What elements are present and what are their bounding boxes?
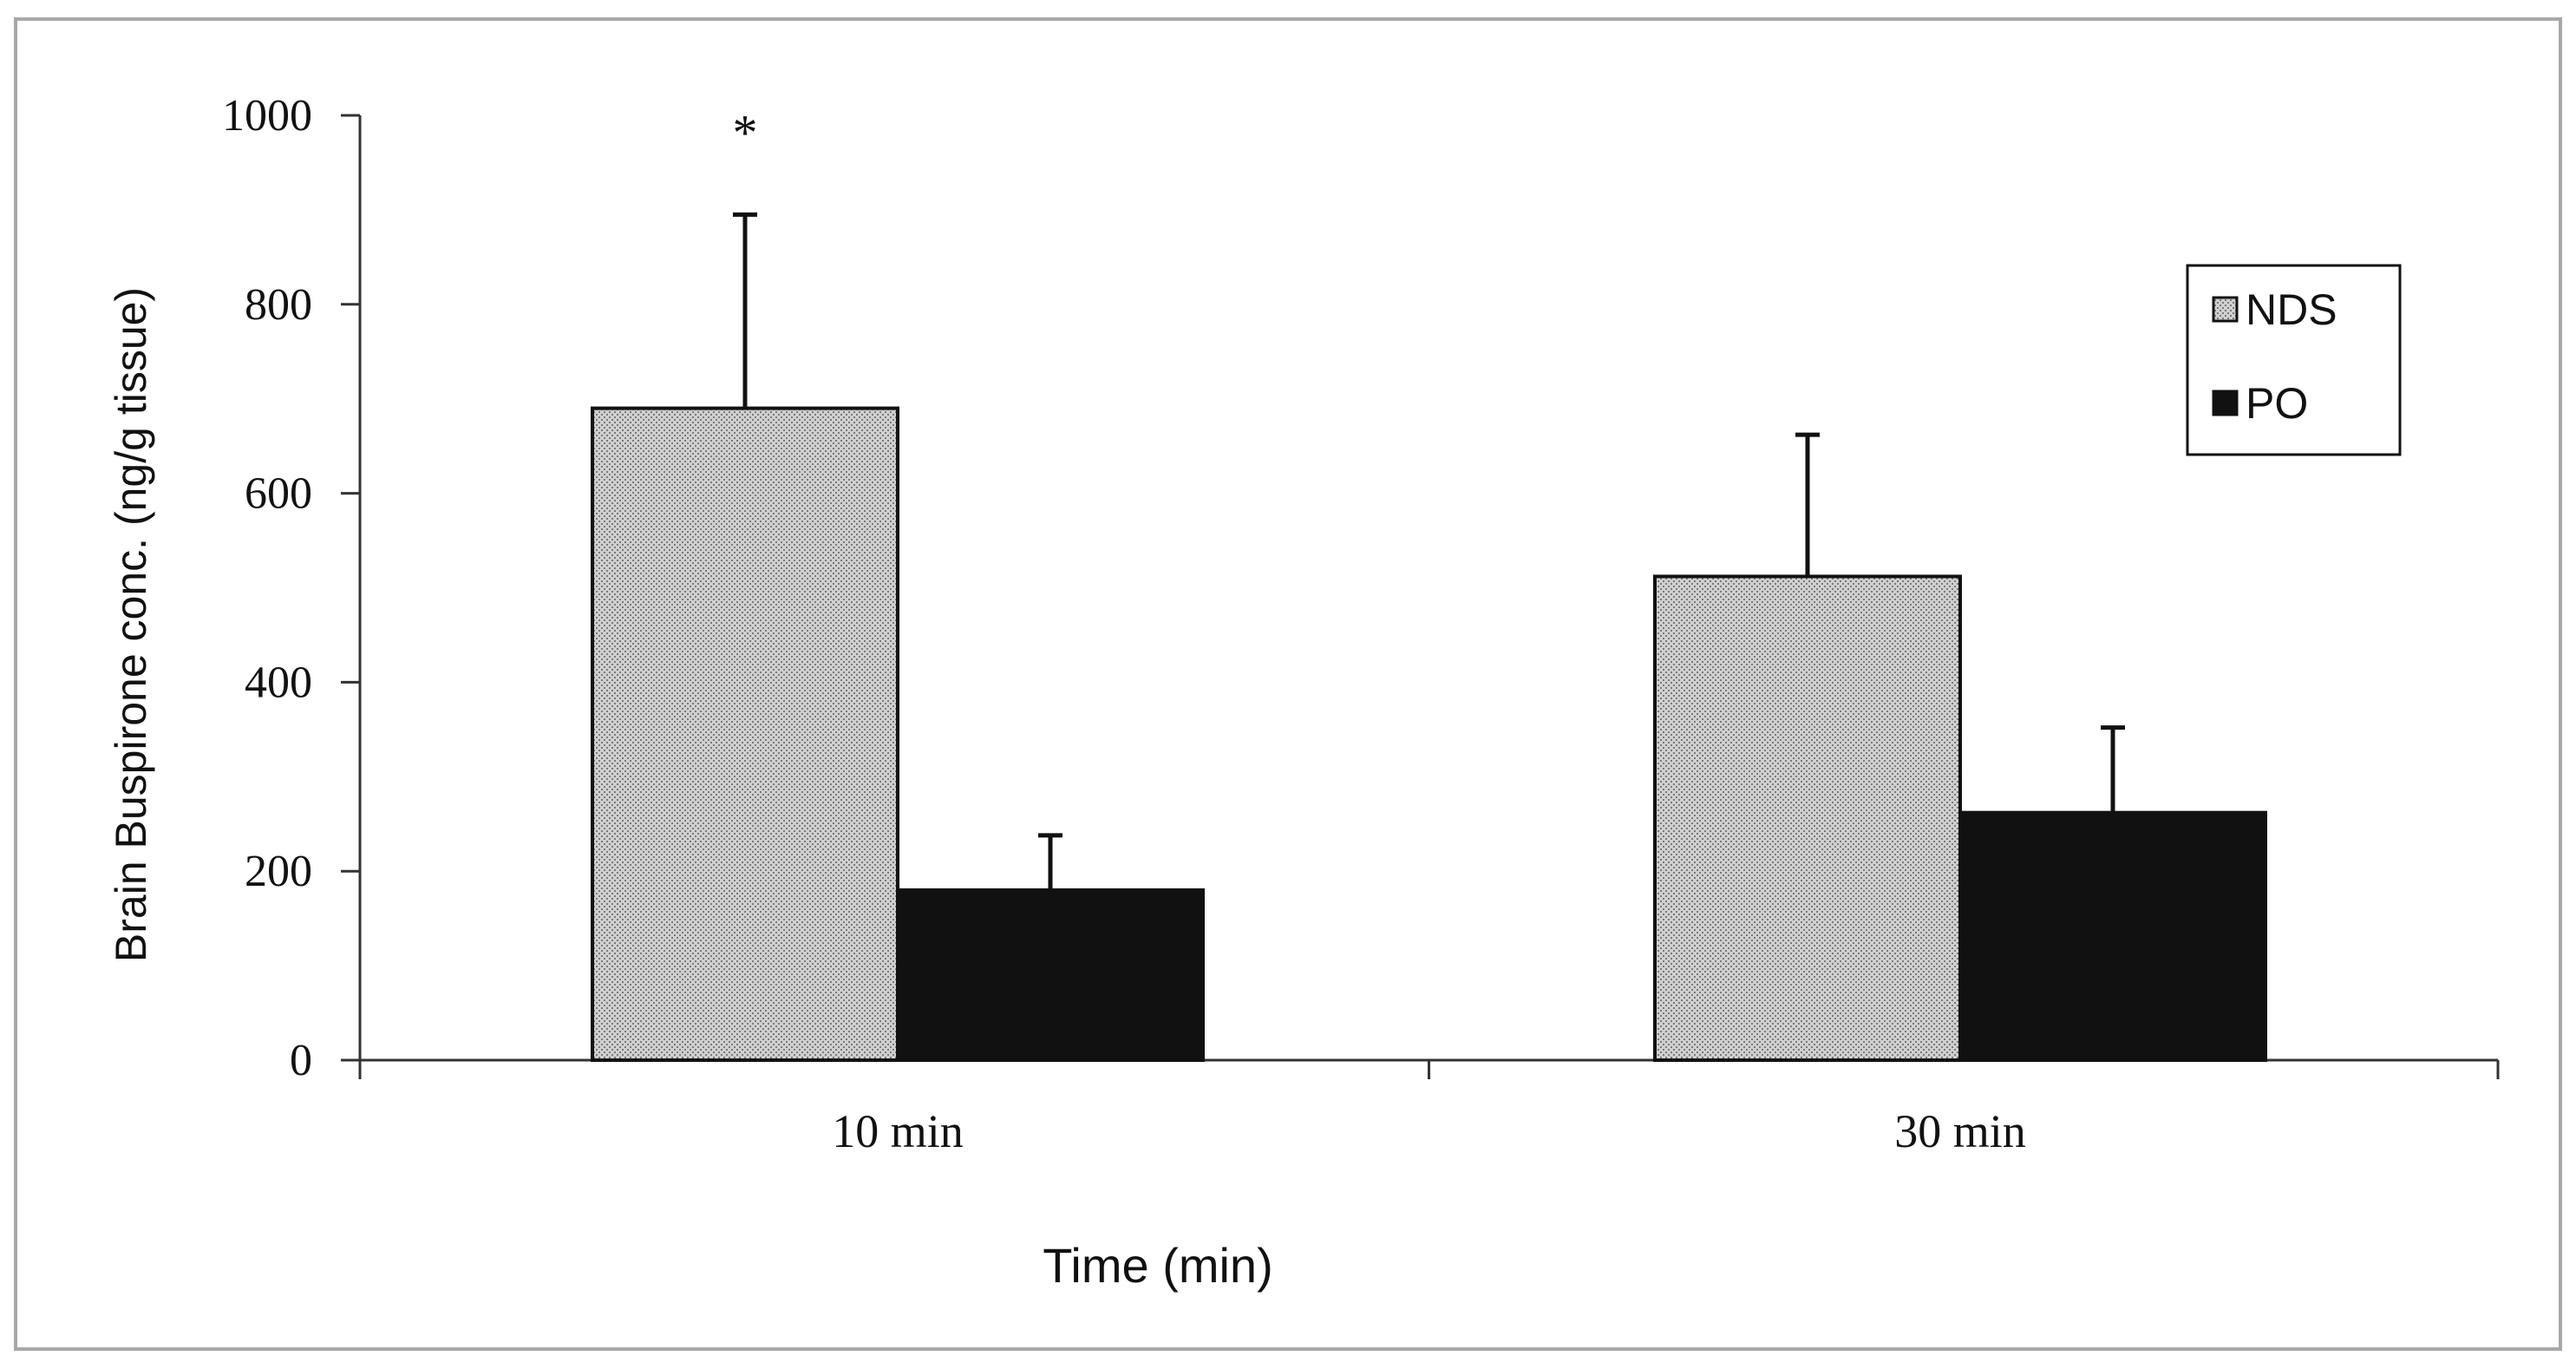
bar-nds: [1653, 574, 1962, 1062]
error-bars: [733, 212, 2125, 890]
bar-nds: [591, 406, 899, 1062]
y-axis: 0 200 400 600 800 1000: [222, 91, 362, 1085]
chart-frame: [14, 17, 2562, 1351]
y-tick-label: 1000: [222, 91, 312, 141]
y-tick-label: 400: [245, 658, 312, 707]
annotations: *: [733, 104, 758, 160]
legend-label-nds: NDS: [2246, 285, 2337, 334]
y-tick-label: 600: [245, 469, 312, 519]
y-axis-title: Brain Buspirone conc. (ng/g tissue): [107, 287, 155, 962]
x-tick-label: 10 min: [832, 1105, 964, 1157]
significance-marker: *: [733, 104, 758, 160]
legend-swatch-po: [2212, 390, 2239, 416]
bar-po: [1958, 810, 2267, 1062]
x-tick-label: 30 min: [1894, 1105, 2026, 1157]
y-tick-label: 200: [245, 847, 312, 896]
y-tick-label: 0: [290, 1036, 312, 1085]
legend-label-po: PO: [2246, 379, 2308, 428]
legend-swatch-nds: [2212, 296, 2239, 323]
x-axis-title: Time (min): [1043, 1238, 1272, 1293]
y-tick-label: 800: [245, 280, 312, 330]
legend: NDS PO: [2186, 264, 2402, 456]
bar-po: [896, 888, 1205, 1062]
